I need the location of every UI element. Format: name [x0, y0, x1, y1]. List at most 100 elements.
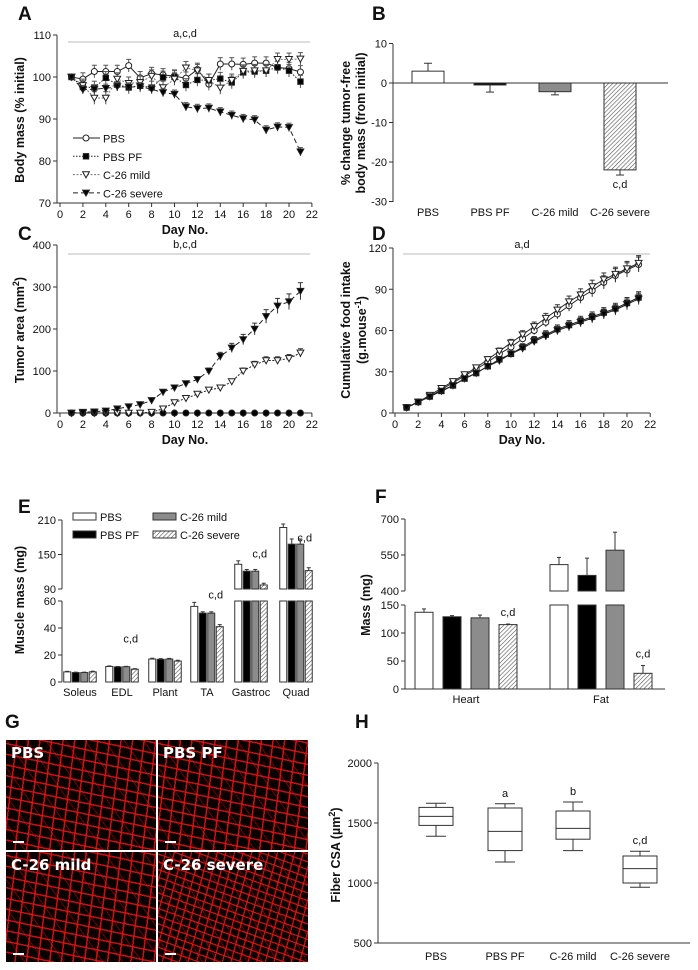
x-tick-label: 0 — [57, 419, 63, 431]
data-point — [238, 367, 248, 376]
data-point — [158, 84, 168, 92]
data-point — [564, 323, 574, 331]
data-point — [216, 409, 224, 417]
bar — [63, 671, 72, 683]
micrograph-label: PBS — [11, 744, 45, 762]
bar — [498, 624, 518, 690]
x-tick-label: 0 — [392, 419, 398, 431]
bar-lower-segment — [304, 600, 313, 683]
y-tick-label: 20 — [44, 650, 56, 662]
data-point — [274, 409, 282, 417]
micrograph-pbs: PBS — [6, 740, 156, 850]
bar — [411, 70, 445, 84]
data-point — [425, 393, 435, 401]
data-point — [204, 77, 214, 85]
bar — [215, 626, 224, 683]
data-point — [90, 408, 99, 416]
legend-marker — [82, 153, 90, 160]
y-axis-label-b: % change tumor-free — [339, 61, 353, 185]
x-tick-label: 6 — [126, 209, 132, 221]
y-tick-label: 150 — [381, 600, 399, 612]
y-tick-label: 30 — [375, 367, 387, 379]
data-point — [227, 344, 237, 353]
x-tick-label: 18 — [260, 209, 272, 221]
y-tick-label: 120 — [369, 243, 387, 255]
data-point — [216, 60, 224, 68]
data-point — [170, 75, 179, 84]
bar-upper-segment — [251, 570, 260, 590]
legend-label: PBS — [100, 512, 122, 524]
x-tick-label: 10 — [168, 209, 180, 221]
data-point — [217, 75, 224, 82]
bar-lower-segment — [287, 600, 296, 683]
data-point — [273, 123, 282, 132]
micrograph-label: C-26 severe — [163, 856, 264, 874]
bar — [130, 668, 139, 683]
bar — [633, 672, 653, 690]
scale-bar — [13, 841, 24, 843]
x-tick-label: 20 — [283, 209, 295, 221]
y-tick-label: 0 — [381, 78, 387, 90]
data-point — [205, 409, 213, 417]
data-point — [170, 90, 179, 99]
y-tick-label: 40 — [44, 623, 56, 635]
data-point — [147, 85, 156, 94]
bar — [173, 660, 182, 683]
category-label: C-26 mild — [549, 951, 596, 963]
significance-label: c,d — [633, 835, 648, 847]
category-label: C-26 severe — [590, 207, 650, 219]
data-point — [460, 375, 469, 383]
category-label: C-26 severe — [610, 951, 670, 963]
x-tick-label: 16 — [237, 209, 249, 221]
y-axis-label-c: Tumor area (mm2) — [11, 277, 27, 383]
data-point — [216, 384, 225, 393]
panel-label-g: G — [5, 712, 20, 733]
y-tick-label: 700 — [381, 514, 399, 526]
data-point — [250, 325, 259, 334]
x-tick-label: 12 — [191, 209, 203, 221]
data-point — [262, 409, 270, 417]
data-point — [296, 148, 305, 156]
y-tick-label: 1500 — [348, 818, 372, 830]
y-tick-label: 90 — [39, 114, 51, 126]
x-tick-label: 0 — [57, 209, 63, 221]
data-point — [634, 259, 643, 268]
bar — [165, 658, 174, 683]
data-point — [158, 388, 168, 397]
data-point — [296, 68, 304, 76]
legend-marker — [82, 134, 90, 142]
data-point — [529, 338, 539, 346]
panel-label-h: H — [355, 712, 369, 733]
bar — [414, 611, 434, 690]
y-axis-label-e: Muscle mass (mg) — [13, 546, 27, 654]
data-point — [90, 68, 98, 76]
category-label: TA — [200, 687, 214, 699]
bar-upper-segment — [287, 543, 296, 590]
data-point — [227, 378, 237, 386]
data-point — [238, 336, 248, 344]
bar-lower-segment — [234, 600, 243, 683]
data-point — [437, 387, 446, 396]
category-label: C-26 mild — [531, 207, 578, 219]
data-point — [101, 94, 111, 103]
bar-lower-segment — [251, 600, 260, 683]
data-point — [460, 371, 469, 379]
data-point — [159, 74, 167, 81]
data-point — [273, 302, 282, 311]
category-label: Soleus — [63, 687, 97, 699]
category-label: Fat — [593, 694, 609, 706]
y-tick-label: 90 — [44, 584, 56, 596]
bar — [113, 666, 122, 683]
bar — [198, 612, 207, 683]
x-tick-label: 14 — [214, 209, 226, 221]
y-tick-label: 550 — [381, 550, 399, 562]
data-point — [564, 298, 574, 306]
y-axis-label-b: body mass (from initial) — [354, 53, 368, 194]
box — [487, 807, 523, 852]
panel-label-f: F — [375, 487, 387, 508]
bar — [207, 612, 216, 683]
data-point — [576, 318, 585, 327]
data-point — [284, 124, 294, 132]
bar-upper-segment — [242, 570, 251, 590]
data-point — [78, 408, 88, 417]
